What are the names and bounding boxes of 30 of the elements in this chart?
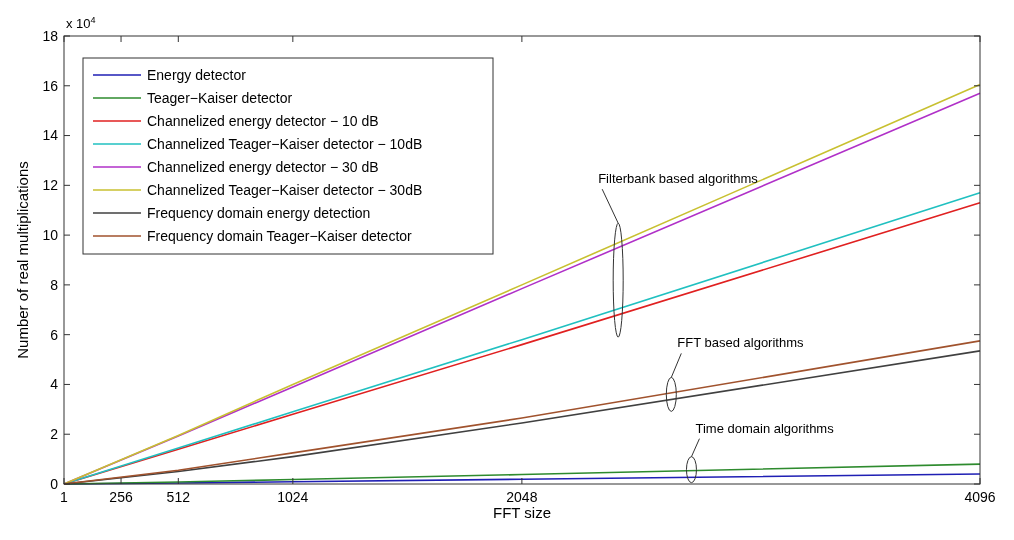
x-tick-label: 1 [60, 489, 69, 505]
legend-label: Channelized energy detector − 10 dB [147, 112, 379, 129]
text: x 10$^{4}$ [66, 15, 96, 31]
x-axis-title: FFT size [492, 504, 552, 521]
y-tick-label: 10 [42, 227, 59, 244]
legend-label: Frequency domain energy detection [147, 204, 371, 221]
y-tick-label: 16 [42, 77, 59, 94]
x-tick-label: 1024 [277, 489, 309, 505]
x-tick-label: 4096 [964, 489, 996, 505]
y-tick-label: 12 [42, 177, 59, 194]
y-tick-label: 0 [50, 475, 59, 492]
annotation: Filterbank based algorithms [598, 171, 759, 187]
legend-label: Channelized energy detector − 30 dB [147, 158, 379, 175]
y-tick-label: 14 [42, 127, 59, 144]
y-tick-label: 4 [50, 376, 59, 393]
y-tick-label: 2 [50, 426, 59, 443]
y-axis-title: Number of real multiplications [14, 161, 31, 359]
annotation: FFT based algorithms [677, 335, 805, 351]
y-tick-label: 8 [50, 276, 59, 293]
x-tick-label: 256 [109, 489, 133, 505]
annotation: Time domain algorithms [695, 420, 835, 436]
legend-label: Channelized Teager−Kaiser detector − 30dB [147, 181, 423, 198]
x-tick-label: 512 [166, 489, 191, 505]
y-tick-label: 6 [50, 326, 59, 343]
legend-label: Energy detector [147, 66, 247, 83]
x-tick-label: 2048 [506, 489, 538, 505]
y-tick-label: 18 [42, 27, 59, 44]
legend-label: Channelized Teager−Kaiser detector − 10dB [147, 135, 423, 152]
legend-label: Teager−Kaiser detector [147, 89, 293, 106]
legend-label: Frequency domain Teager−Kaiser detector [147, 227, 413, 244]
